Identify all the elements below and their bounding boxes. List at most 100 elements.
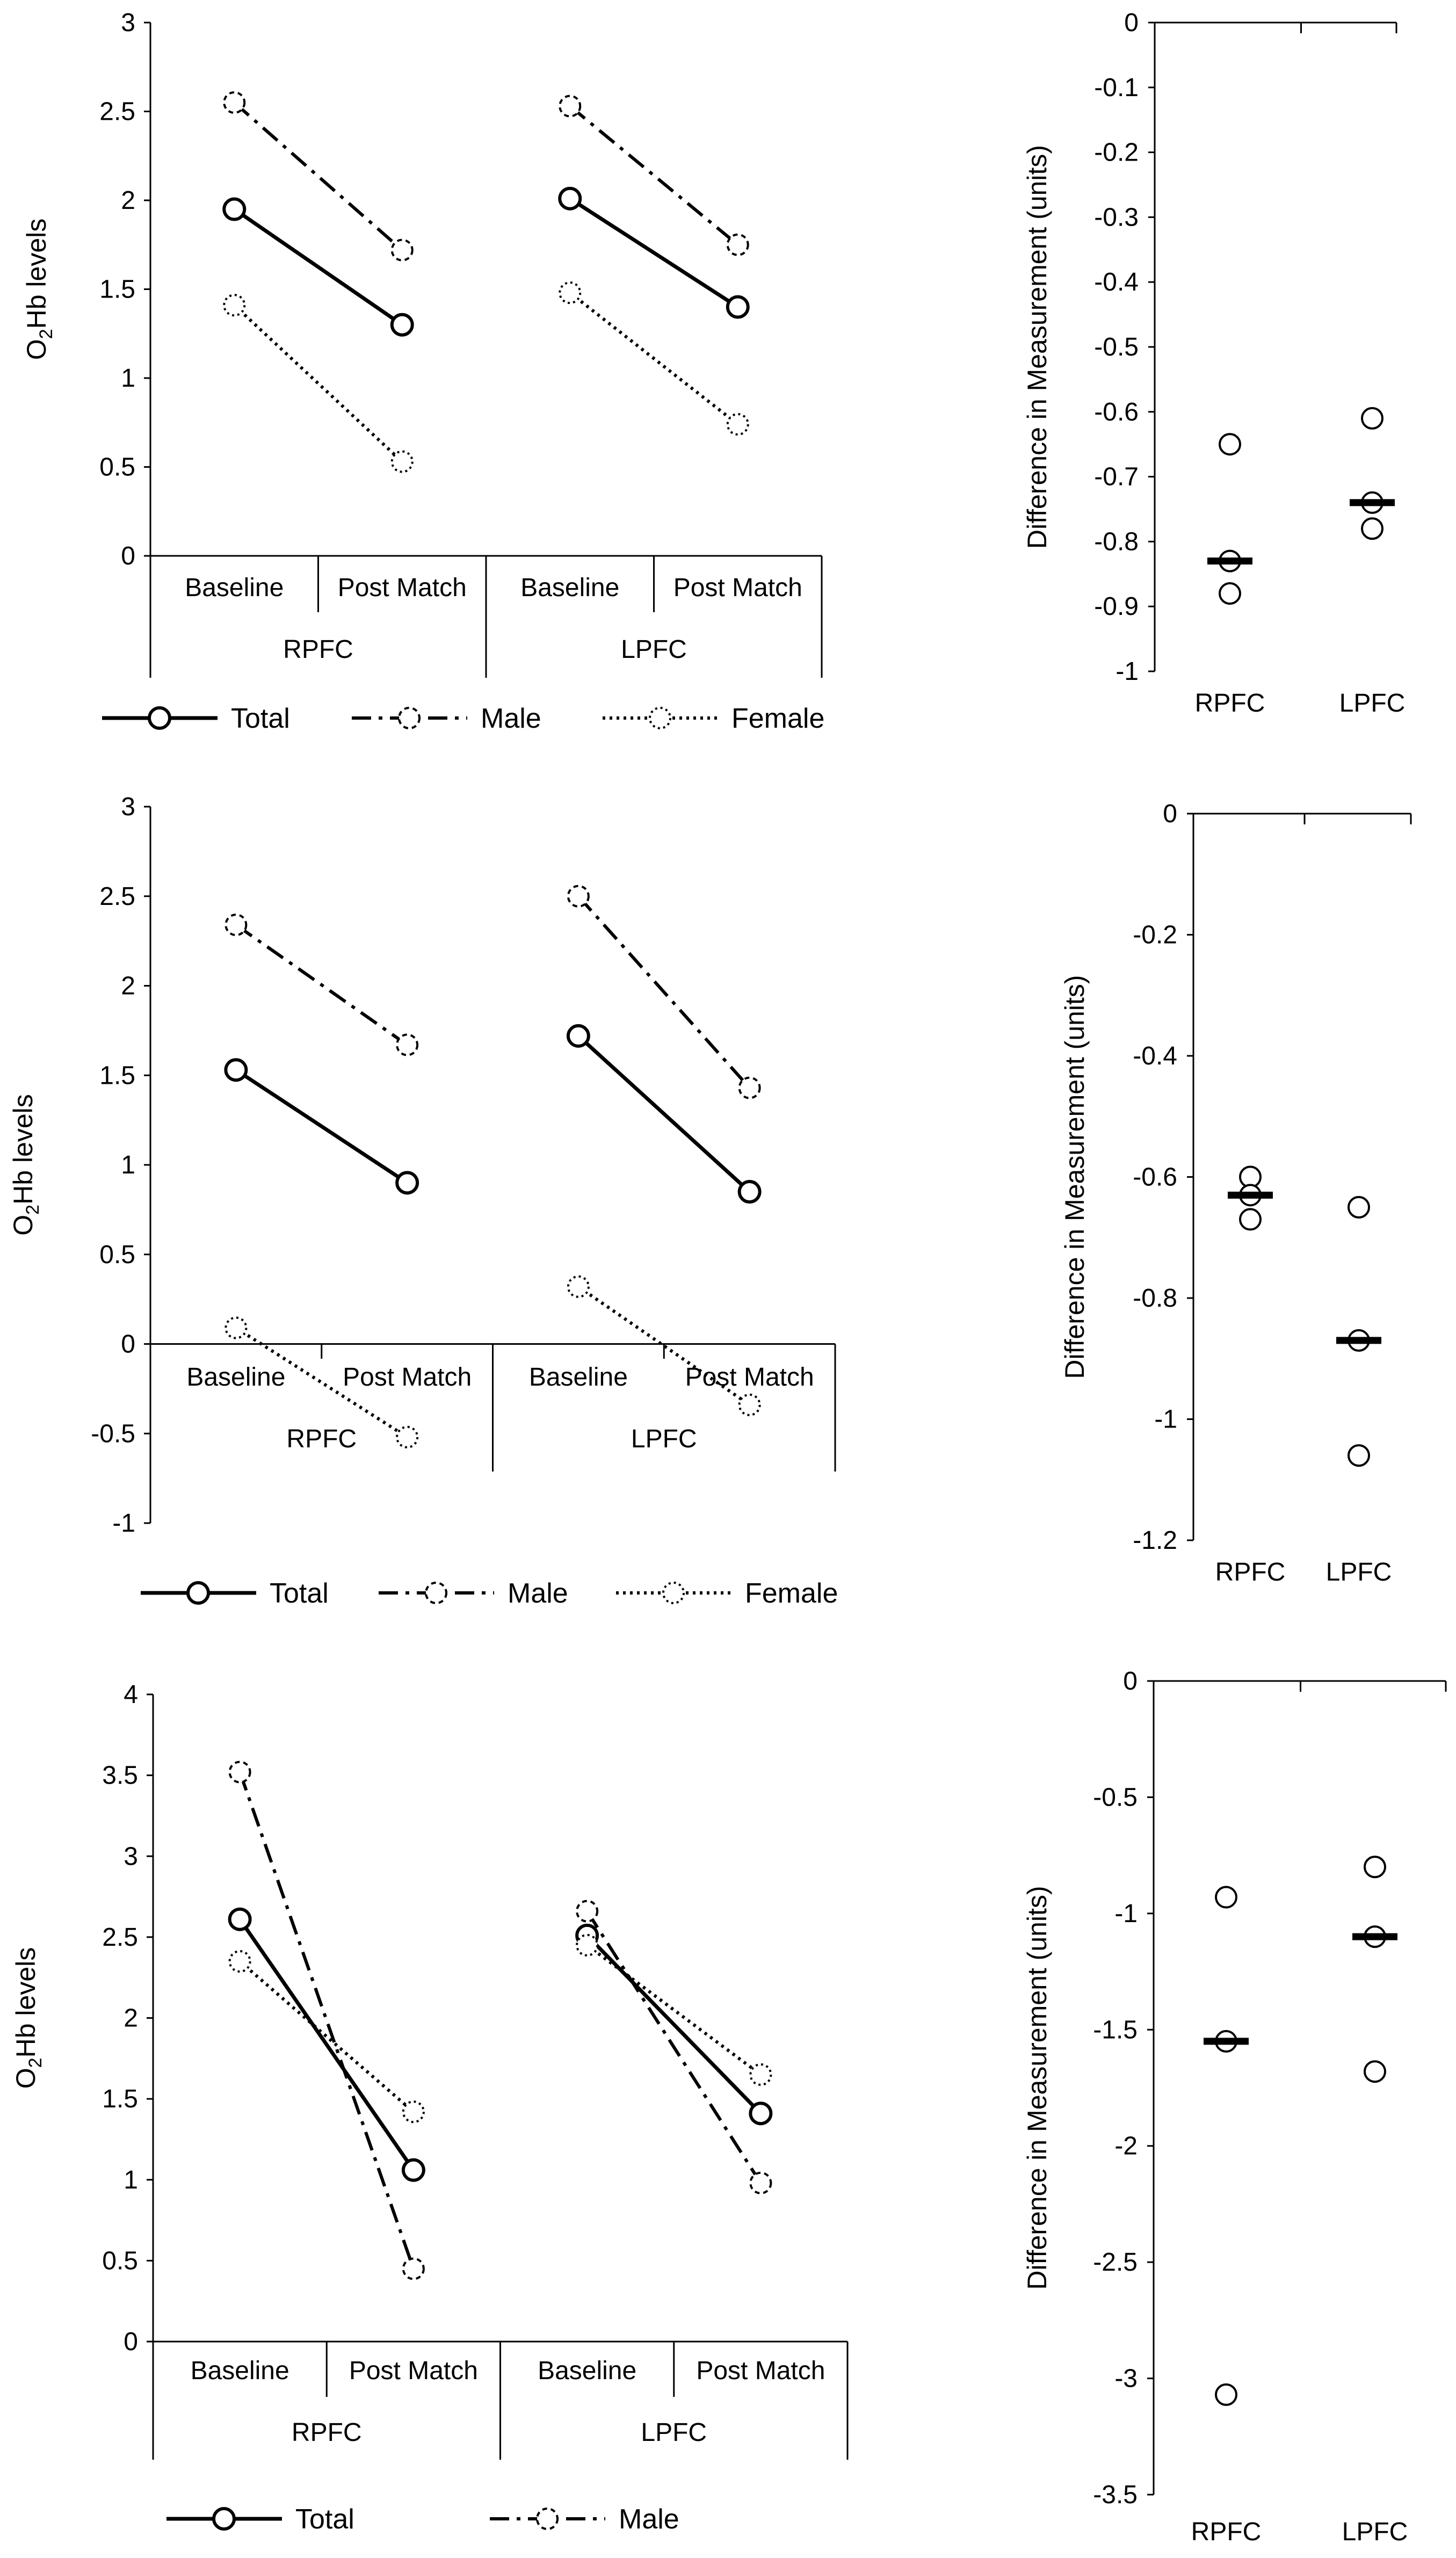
series-female [228, 1933, 772, 2124]
data-point [402, 2257, 425, 2280]
y-axis-label-rest: Hb levels [21, 219, 52, 329]
y-axis-label-rest: Hb levels [11, 1947, 41, 2058]
data-point [1219, 582, 1241, 605]
series-segment [235, 923, 408, 1047]
y-tick-label: 0.5 [99, 1241, 135, 1269]
scatter-chart-3: 0 -0.5 -1 -1.5 -2 -2.5 -3 -3.5 Difference in Mea… [1022, 1667, 1447, 2546]
y-tick-label: -0.4 [1094, 268, 1139, 296]
legend-item-male: Male [490, 2504, 679, 2535]
y-tick-label: 2.5 [102, 1923, 138, 1952]
series-segment [569, 105, 739, 247]
legend-item-male: Male [352, 703, 541, 734]
category-label: RPFC [1191, 2518, 1262, 2546]
data-point [1215, 1886, 1237, 1909]
legend-label: Male [619, 2504, 679, 2535]
category-label: Baseline [185, 574, 284, 602]
y-tick-label: 2.5 [99, 98, 135, 126]
data-point [576, 1900, 599, 1923]
group-label: LPFC [631, 1425, 697, 1453]
y-tick-label: 1.5 [99, 1061, 135, 1090]
y-tick-label: -1 [1115, 657, 1139, 686]
data-point [401, 2158, 425, 2182]
data-point [726, 413, 749, 436]
y-tick-label: -0.2 [1094, 139, 1139, 167]
data-point [228, 1950, 251, 1973]
y-tick-label: 1 [124, 2166, 138, 2194]
data-point [395, 1171, 419, 1195]
y-tick-label: -2 [1114, 2132, 1138, 2161]
legend-label: Total [270, 1578, 329, 1609]
category-label: Post Match [338, 574, 467, 602]
y-tick-label: -3.5 [1093, 2481, 1138, 2509]
data-point [402, 2100, 425, 2124]
data-point [559, 95, 582, 118]
y-tick-label: -0.6 [1133, 1163, 1177, 1192]
y-tick-label: 1.5 [102, 2085, 138, 2113]
data-point [1361, 517, 1383, 540]
data-point [737, 1180, 762, 1204]
legend-label: Male [481, 703, 541, 734]
legend-item-male: Male [379, 1578, 568, 1609]
data-point [559, 281, 582, 305]
y-tick-label: 0 [1124, 9, 1139, 37]
data-point [223, 91, 246, 114]
data-point [566, 1024, 590, 1048]
y-tick-label: -0.2 [1133, 921, 1177, 950]
y-tick-label: -3 [1114, 2365, 1138, 2393]
data-point [223, 294, 246, 317]
category-label: RPFC [1215, 1558, 1286, 1586]
y-tick-label: -0.5 [1093, 1783, 1138, 1811]
y-tick-label: -0.5 [91, 1419, 135, 1448]
legend-marker [649, 707, 671, 729]
y-tick-label: -0.6 [1094, 398, 1139, 426]
data-point [224, 914, 248, 937]
data-point [390, 450, 414, 473]
legend-marker [398, 707, 421, 729]
series-male [224, 885, 761, 1099]
y-tick-label: -0.8 [1094, 527, 1139, 556]
legend-item-total: Total [141, 1578, 329, 1609]
data-point [738, 1393, 761, 1416]
legend-item-total: Total [166, 2504, 354, 2535]
category-label: Baseline [186, 1363, 285, 1392]
data-point [396, 1033, 419, 1056]
series-segment [569, 197, 739, 309]
y-tick-label: 0 [1123, 1667, 1138, 1695]
legend-marker [186, 1581, 210, 1605]
data-point [726, 233, 749, 256]
y-tick-label: -1 [112, 1509, 135, 1538]
category-label: LPFC [1339, 689, 1406, 718]
category-label: Baseline [538, 2357, 636, 2385]
y-tick-label: 3 [121, 793, 135, 821]
y-tick-label: -1 [1154, 1405, 1177, 1434]
legend-label: Total [231, 703, 290, 734]
category-label: Baseline [520, 574, 619, 602]
y-tick-label: -0.4 [1133, 1042, 1177, 1070]
data-point [390, 313, 414, 337]
y-tick-label: 2.5 [99, 882, 135, 911]
series-segment [235, 1326, 408, 1439]
legend-marker [148, 706, 171, 730]
y-tick-label: 0 [124, 2328, 138, 2356]
group-label: LPFC [641, 2418, 707, 2447]
y-axis-label: O2Hb levels [8, 1094, 43, 1235]
series-segment [585, 1934, 762, 2115]
category-label: Baseline [529, 1363, 628, 1392]
y-tick-label: 4 [124, 1680, 138, 1709]
series-segment [577, 895, 751, 1089]
y-axis-label: O2Hb levels [21, 219, 56, 360]
data-point [1215, 2383, 1237, 2406]
category-label: Post Match [696, 2357, 825, 2385]
data-point [1239, 1208, 1262, 1231]
legend-item-female: Female [616, 1578, 838, 1609]
series-segment [585, 1910, 762, 2184]
y-tick-label: -2.5 [1093, 2248, 1138, 2277]
data-point [228, 1760, 251, 1784]
data-point [224, 1058, 248, 1082]
series-segment [238, 1771, 415, 2270]
series-total [228, 1907, 773, 2182]
legend-label: Male [508, 1578, 568, 1609]
legend-label: Total [295, 2504, 354, 2535]
